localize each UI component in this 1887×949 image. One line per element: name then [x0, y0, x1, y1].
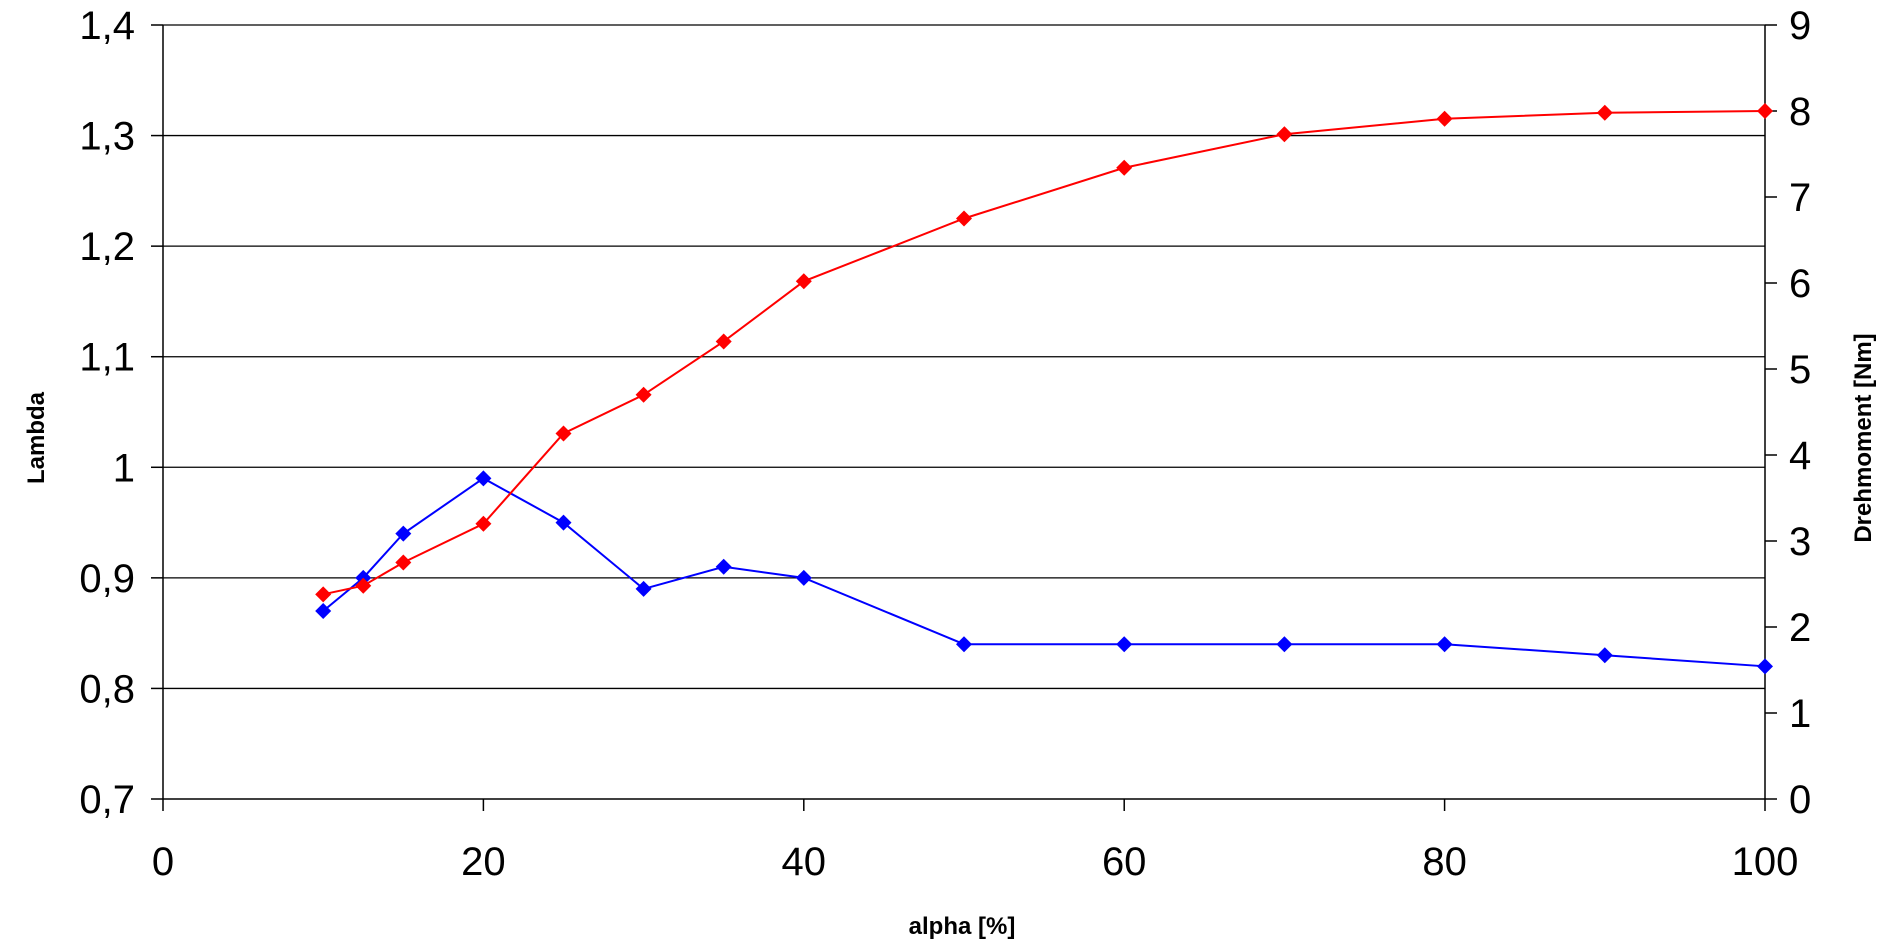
y-tick-label: 0,9 [79, 557, 135, 601]
data-point [395, 525, 412, 542]
x-tick-label: 20 [461, 840, 506, 884]
y-tick-label: 0,8 [79, 667, 135, 711]
data-point [355, 577, 372, 594]
tick-labels: 0,7 0,8 0,9 1 1,1 1,2 1,3 1,4 0 1 2 3 4 5 6 7 8 9 0 20 40 60 8… [79, 4, 1811, 884]
data-point [1596, 104, 1613, 121]
y2-tick-label: 0 [1789, 778, 1811, 822]
y2-tick-label: 7 [1789, 176, 1811, 220]
series-line-2 [322, 110, 1766, 596]
data-point [1276, 126, 1293, 143]
data-point [715, 333, 732, 350]
y2-axis-title: Drehmoment [Nm] [1850, 333, 1877, 542]
x-axis-title: alpha [%] [909, 913, 1016, 940]
data-point [635, 580, 652, 597]
data-point [315, 603, 332, 620]
series-line-1 [322, 477, 1766, 668]
y-tick-label: 0,7 [79, 778, 135, 822]
y2-tick-label: 8 [1789, 90, 1811, 134]
y-tick-label: 1,3 [79, 115, 135, 159]
data-point [1276, 636, 1293, 653]
data-point [475, 515, 492, 532]
y-tick-label: 1 [113, 446, 135, 490]
data-point [1596, 647, 1613, 664]
data-point [715, 558, 732, 575]
data-point [956, 636, 972, 653]
data-point [1116, 636, 1133, 653]
y2-tick-label: 1 [1789, 692, 1811, 736]
y-tick-label: 1,1 [79, 336, 135, 380]
x-tick-label: 100 [1732, 840, 1799, 884]
data-point [1436, 636, 1453, 653]
data-point [956, 210, 972, 227]
y2-tick-label: 5 [1789, 348, 1811, 392]
data-point [1116, 159, 1133, 176]
data-point [475, 470, 492, 487]
x-tick-label: 0 [152, 840, 174, 884]
x-tick-label: 60 [1102, 840, 1147, 884]
series-layer [315, 103, 1773, 675]
y2-tick-label: 9 [1789, 4, 1811, 48]
y2-tick-label: 6 [1789, 262, 1811, 306]
x-tick-label: 40 [782, 840, 827, 884]
y2-tick-label: 3 [1789, 520, 1811, 564]
data-point [795, 569, 812, 586]
x-tick-label: 80 [1422, 840, 1467, 884]
axes [151, 24, 1777, 811]
y-tick-label: 1,2 [79, 225, 135, 269]
data-point [315, 586, 332, 603]
data-point [555, 514, 572, 531]
data-point [795, 273, 812, 290]
data-point [1757, 103, 1773, 119]
data-point [635, 386, 652, 403]
y2-tick-label: 2 [1789, 606, 1811, 650]
y2-tick-label: 4 [1789, 434, 1811, 478]
grid-lines [163, 24, 1765, 690]
data-point [1757, 658, 1773, 675]
y-axis-title: Lambda [23, 391, 50, 484]
data-point [395, 554, 412, 571]
data-point [555, 425, 572, 442]
y-tick-label: 1,4 [79, 4, 135, 48]
data-point [1436, 110, 1453, 127]
